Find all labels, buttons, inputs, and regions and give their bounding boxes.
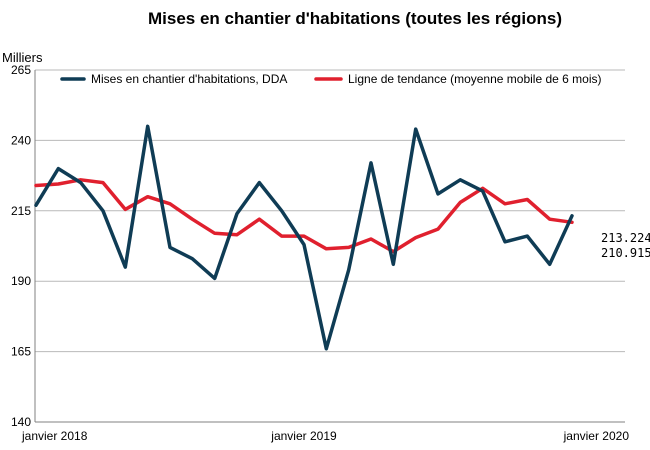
- series-line-housing-starts: [34, 124, 574, 351]
- x-tick-label: janvier 2020: [563, 429, 630, 443]
- y-tick-label: 215: [11, 204, 31, 218]
- legend-label: Ligne de tendance (moyenne mobile de 6 m…: [348, 72, 602, 86]
- y-axis-unit-label: Milliers: [2, 50, 43, 65]
- end-value-label: 213.224: [601, 231, 650, 245]
- gridlines: [35, 69, 625, 353]
- axes: [34, 70, 625, 423]
- y-tick-label: 190: [11, 274, 31, 288]
- y-tick-label: 265: [11, 63, 31, 77]
- y-tick-label: 240: [11, 133, 31, 147]
- legend-label: Mises en chantier d'habitations, DDA: [91, 72, 287, 86]
- series-layer: [34, 124, 574, 351]
- y-tick-label: 165: [11, 345, 31, 359]
- series-line-trend: [34, 178, 574, 254]
- y-tick-label: 140: [11, 415, 31, 429]
- x-axis-ticks: janvier 2018 janvier 2019 janvier 2020: [21, 429, 629, 443]
- legend-item-trend: Ligne de tendance (moyenne mobile de 6 m…: [314, 72, 602, 86]
- chart-title: Mises en chantier d'habitations (toutes …: [148, 9, 562, 28]
- end-value-label: 210.915: [601, 246, 650, 260]
- x-tick-label: janvier 2019: [270, 429, 337, 443]
- legend-item-housing-starts: Mises en chantier d'habitations, DDA: [60, 72, 287, 86]
- x-tick-label: janvier 2018: [21, 429, 88, 443]
- y-axis-ticks: 140 165 190 215 240 265: [11, 63, 31, 429]
- legend: Mises en chantier d'habitations, DDA Lign…: [60, 72, 602, 86]
